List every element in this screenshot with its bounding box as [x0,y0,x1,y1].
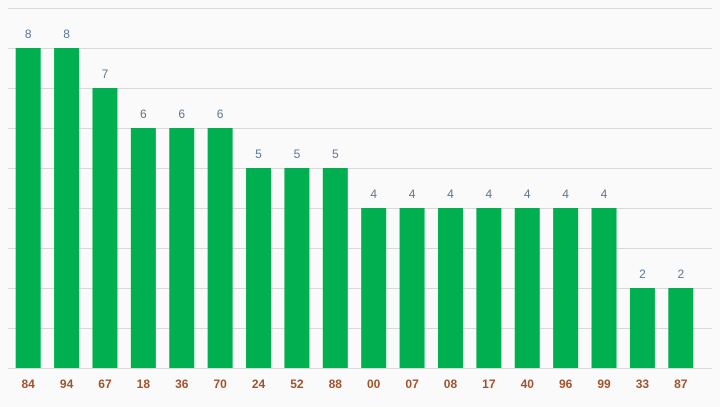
value-label: 4 [447,187,454,201]
bar [322,168,348,368]
bar [437,208,463,368]
x-tick-label: 88 [329,377,343,391]
x-tick-label: 84 [22,377,36,391]
value-label: 5 [332,147,339,161]
bar [514,208,540,368]
value-label: 2 [639,267,646,281]
value-label: 5 [255,147,262,161]
bar [207,128,233,368]
x-tick-label: 17 [482,377,496,391]
bar [476,208,502,368]
bar [130,128,156,368]
x-tick-label: 00 [367,377,381,391]
value-label: 6 [140,107,147,121]
bar [54,48,80,368]
bar [553,208,579,368]
x-tick-label: 40 [521,377,535,391]
value-label: 4 [409,187,416,201]
x-tick-label: 87 [674,377,688,391]
value-label: 2 [677,267,684,281]
x-tick-label: 99 [597,377,611,391]
x-tick-label: 70 [213,377,227,391]
value-label: 4 [370,187,377,201]
x-tick-label: 96 [559,377,573,391]
bar [169,128,195,368]
value-label: 4 [562,187,569,201]
value-label: 4 [601,187,608,201]
bar [668,288,694,368]
value-label: 7 [102,67,109,81]
value-label: 4 [486,187,493,201]
value-label: 4 [524,187,531,201]
x-tick-label: 36 [175,377,189,391]
x-tick-label: 33 [636,377,650,391]
value-label: 6 [178,107,185,121]
bar [399,208,425,368]
x-tick-label: 18 [137,377,151,391]
x-tick-label: 08 [444,377,458,391]
bar [284,168,310,368]
bar [92,88,118,368]
x-tick-label: 52 [290,377,304,391]
bar [246,168,272,368]
value-label: 8 [63,27,70,41]
value-label: 6 [217,107,224,121]
x-tick-label: 07 [405,377,419,391]
bar [361,208,387,368]
value-label: 8 [25,27,32,41]
bar [15,48,41,368]
x-tick-label: 94 [60,377,74,391]
bar [591,208,617,368]
x-tick-label: 67 [98,377,112,391]
value-label: 5 [294,147,301,161]
bar [629,288,655,368]
x-tick-label: 24 [252,377,266,391]
